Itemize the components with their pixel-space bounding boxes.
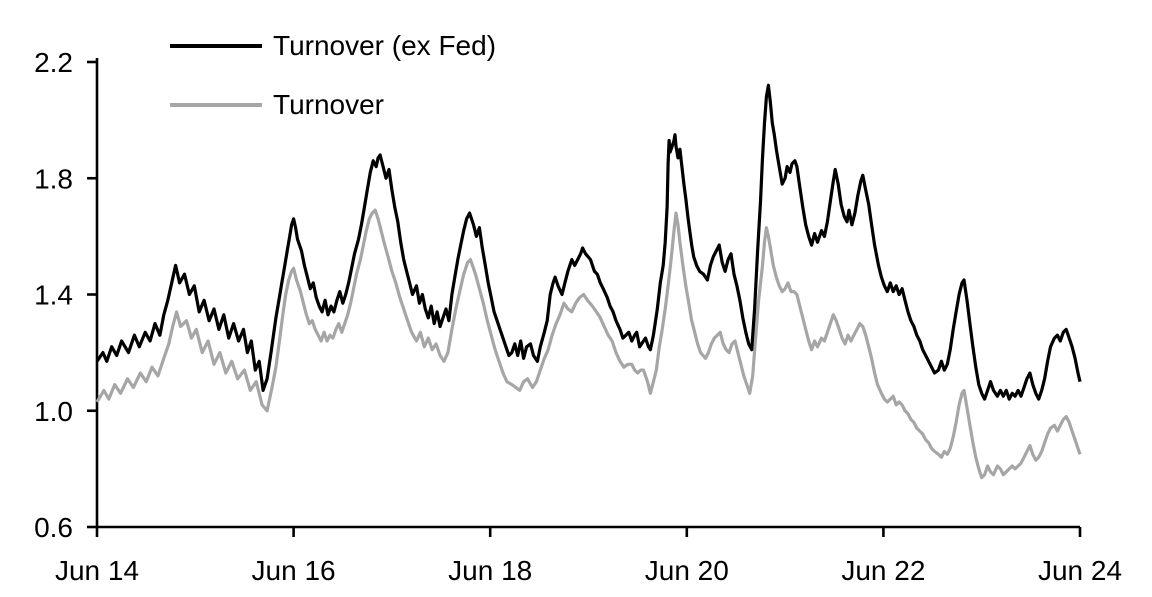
legend-label-turnover: Turnover [273,89,385,120]
axis-lines [95,58,1080,529]
y-tick-label: 1.4 [34,280,73,311]
y-tick-label: 0.6 [34,512,73,543]
legend-item-turnover-ex-fed: Turnover (ex Fed) [170,28,496,64]
legend-line-swatch-gray [170,103,262,107]
chart-legend: Turnover (ex Fed) Turnover [170,28,496,123]
turnover-ex-fed-line [95,83,1082,401]
x-tick-label: Jun 18 [448,555,532,586]
legend-line-swatch-black [170,44,262,48]
x-tick-label: Jun 20 [645,555,729,586]
x-tick-label: Jun 16 [252,555,336,586]
x-tick-label: Jun 14 [55,555,139,586]
turnover-line [95,208,1082,480]
legend-label-turnover-ex-fed: Turnover (ex Fed) [273,30,497,61]
legend-item-turnover: Turnover [170,87,496,123]
y-tick-label: 1.0 [34,396,73,427]
y-tick-label: 1.8 [34,163,73,194]
x-tick-label: Jun 24 [1038,555,1122,586]
y-tick-label: 2.2 [34,47,73,78]
x-tick-label: Jun 22 [841,555,925,586]
